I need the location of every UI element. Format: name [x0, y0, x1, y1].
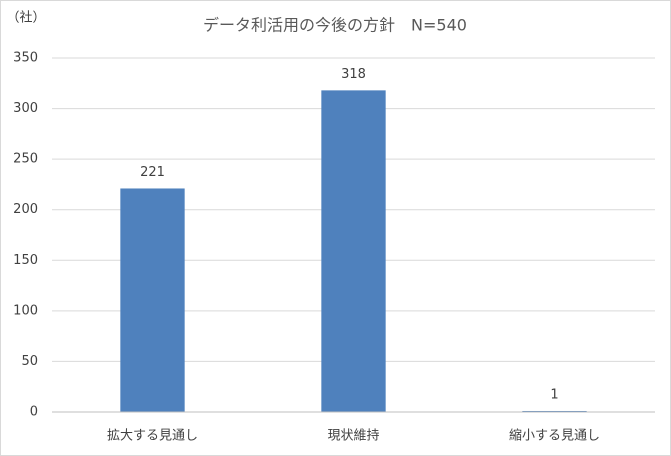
y-tick-label: 350: [13, 51, 38, 66]
x-tick-label: 拡大する見通し: [107, 429, 198, 444]
bar: [522, 410, 587, 412]
bar: [321, 90, 386, 412]
y-tick-label: 0: [30, 405, 38, 420]
x-tick-label: 現状維持: [327, 429, 379, 444]
y-tick-label: 50: [21, 354, 38, 369]
bar: [120, 188, 185, 412]
y-axis-label: （社）: [6, 10, 45, 26]
chart-title: データ利活用の今後の方針 N=540: [203, 16, 467, 35]
y-tick-label: 250: [13, 152, 38, 167]
x-tick-label: 縮小する見通し: [509, 428, 600, 444]
data-label: 318: [341, 67, 366, 82]
data-label: 221: [140, 165, 165, 180]
y-tick-label: 100: [13, 303, 38, 318]
y-tick-label: 200: [13, 202, 38, 217]
y-tick-label: 300: [13, 101, 38, 116]
data-label: 1: [550, 387, 558, 402]
y-tick-label: 150: [13, 253, 38, 268]
